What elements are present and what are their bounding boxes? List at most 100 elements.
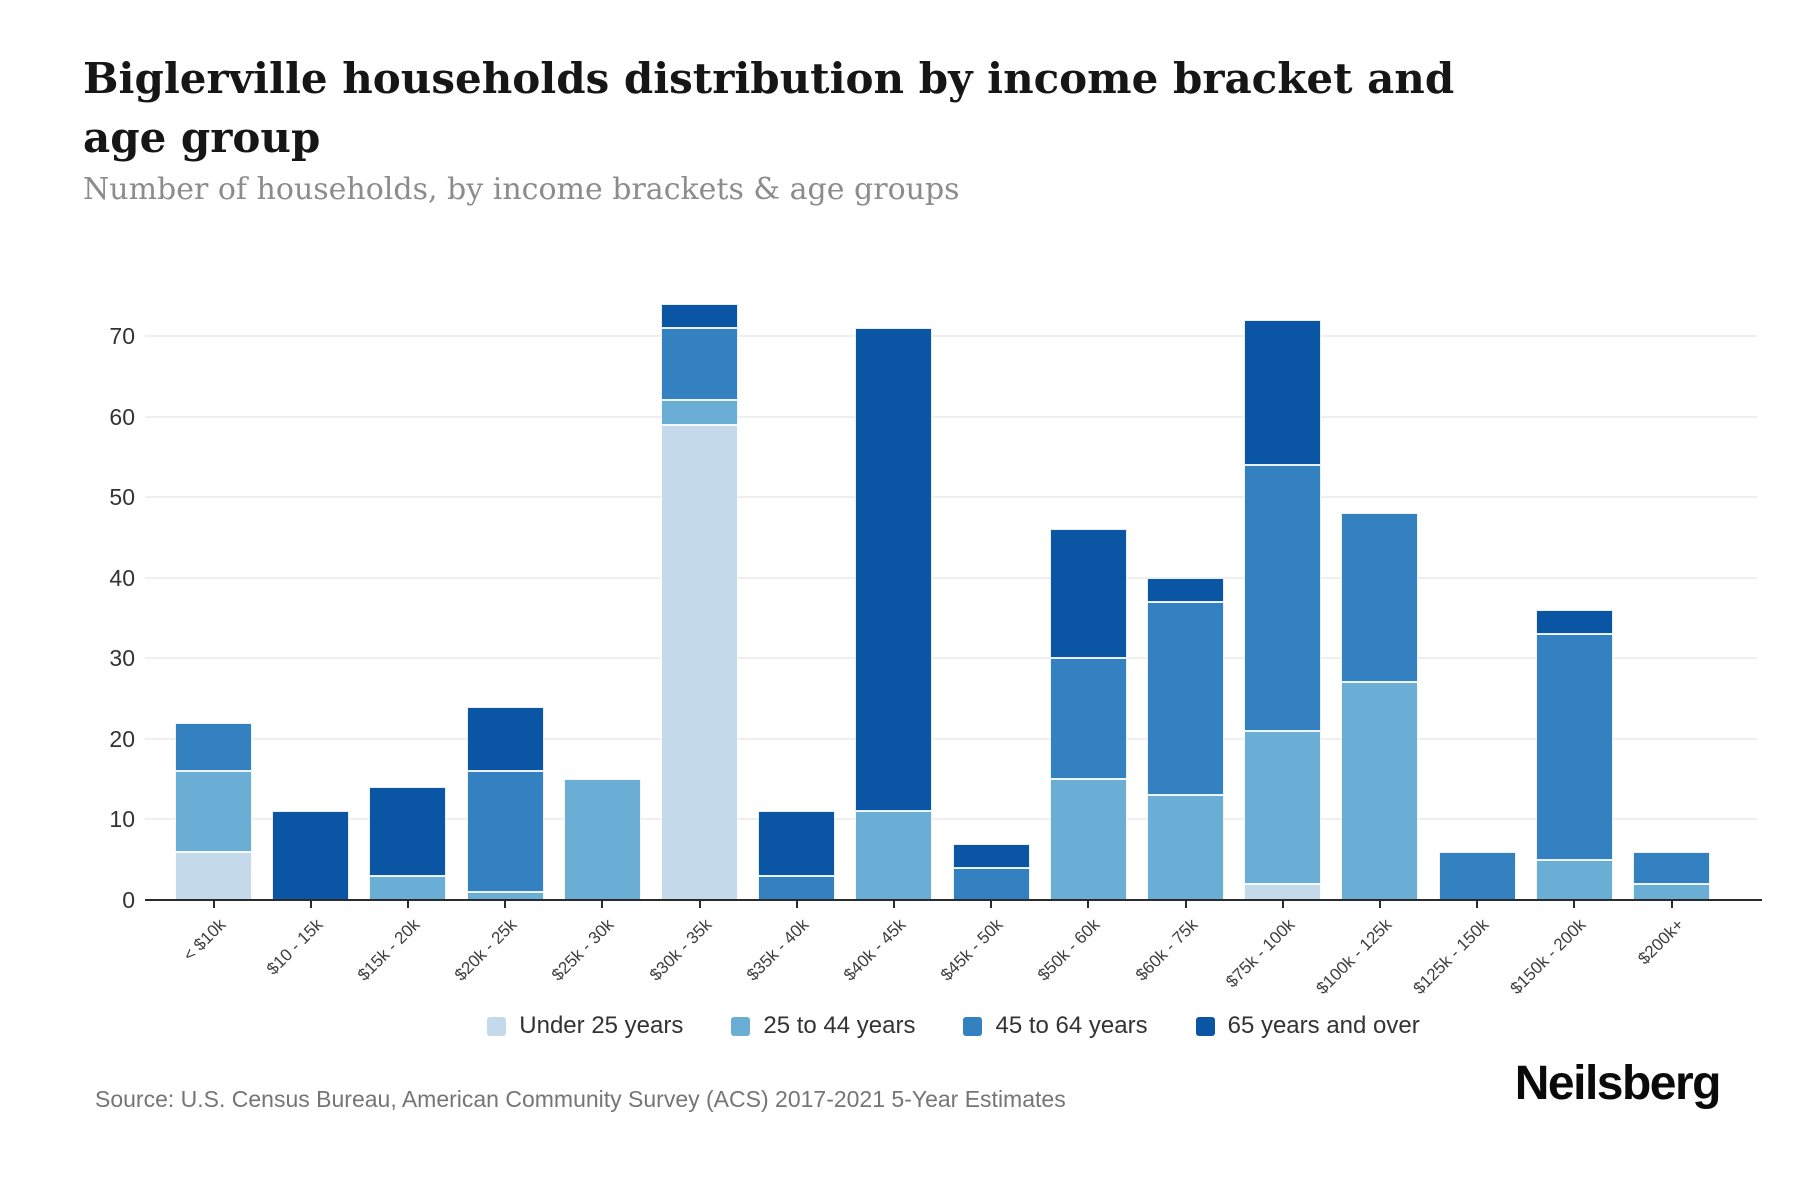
legend-label: 25 to 44 years (763, 1012, 916, 1039)
bar-segment[interactable] (855, 811, 933, 900)
legend-swatch-icon (963, 1016, 983, 1036)
x-tick-label: < $10k (179, 915, 229, 965)
bar-segment[interactable] (175, 771, 252, 852)
x-tick (601, 901, 604, 908)
y-tick-label: 40 (109, 564, 135, 591)
bar-segment[interactable] (1633, 883, 1710, 900)
bar-segment[interactable] (661, 327, 738, 401)
bar-segment[interactable] (369, 875, 447, 900)
x-tick-label: $30k - 35k (645, 915, 715, 985)
bar-stack (1341, 513, 1419, 900)
bar-segment[interactable] (1049, 779, 1127, 900)
x-tick-label: $35k - 40k (742, 915, 813, 985)
bar-stack (1244, 319, 1322, 900)
bar-segment[interactable] (661, 424, 738, 900)
bar-segment[interactable] (369, 787, 447, 876)
x-tick (795, 901, 798, 908)
x-tick-label: $100k - 125k (1312, 915, 1396, 998)
bar-segment[interactable] (952, 867, 1030, 900)
bar-segment[interactable] (1633, 851, 1710, 884)
bar-stack (175, 722, 252, 900)
x-tick-label: $10 - 15k (262, 915, 327, 979)
bar-segment[interactable] (1535, 634, 1613, 860)
y-tick-label: 50 (109, 484, 135, 511)
bar-segment[interactable] (1341, 513, 1419, 683)
y-gridline (145, 496, 1757, 499)
bar-stack (952, 843, 1030, 900)
bar-segment[interactable] (1049, 529, 1127, 659)
bar-segment[interactable] (952, 843, 1030, 868)
x-tick (1281, 901, 1284, 908)
x-tick-label: $40k - 45k (839, 915, 910, 985)
legend-item[interactable]: 65 years and over (1195, 1012, 1420, 1040)
bar-segment[interactable] (1438, 851, 1516, 900)
y-gridline (145, 657, 1757, 660)
legend-item[interactable]: 45 to 64 years (963, 1012, 1148, 1040)
bar-segment[interactable] (855, 327, 933, 812)
y-tick-label: 0 (122, 887, 135, 913)
bar-segment[interactable] (1244, 883, 1322, 900)
x-tick (212, 901, 215, 908)
bar-segment[interactable] (563, 779, 641, 900)
bar-stack (1147, 577, 1224, 900)
bar-segment[interactable] (1341, 682, 1419, 900)
source-note: Source: U.S. Census Bureau, American Com… (95, 1086, 1066, 1112)
bar-stack (563, 779, 641, 900)
bar-segment[interactable] (466, 706, 544, 772)
bar-stack (1535, 609, 1613, 900)
bar-stack (758, 811, 836, 900)
x-tick-label: $75k - 100k (1221, 915, 1299, 992)
bar-segment[interactable] (758, 875, 836, 900)
bar-stack (369, 787, 447, 900)
bar-segment[interactable] (661, 400, 738, 425)
bar-segment[interactable] (1147, 601, 1224, 796)
x-tick-label: $125k - 150k (1409, 915, 1493, 998)
bar-segment[interactable] (1244, 319, 1322, 465)
bar-segment[interactable] (1049, 658, 1127, 780)
legend-label: 45 to 64 years (995, 1012, 1148, 1039)
x-tick (1476, 901, 1479, 908)
x-tick-label: $25k - 30k (548, 915, 618, 985)
x-tick-label: $60k - 75k (1131, 915, 1201, 985)
x-axis-line (145, 899, 1762, 901)
y-tick-label: 30 (109, 645, 135, 672)
x-tick-label: $20k - 25k (450, 915, 521, 985)
x-tick-label: $50k - 60k (1034, 915, 1104, 985)
x-tick (892, 901, 895, 908)
legend-label: Under 25 years (519, 1012, 684, 1039)
bar-segment[interactable] (1535, 609, 1613, 635)
bar-segment[interactable] (272, 811, 350, 900)
bar-stack (1438, 851, 1516, 900)
y-gridline (145, 335, 1757, 337)
bar-stack (1049, 529, 1127, 900)
bar-segment[interactable] (1244, 464, 1322, 731)
bar-stack (272, 811, 350, 900)
x-tick (1573, 901, 1576, 908)
y-tick-label: 70 (109, 323, 135, 349)
y-gridline (145, 818, 1757, 821)
y-tick-label: 60 (109, 403, 135, 430)
y-gridline (145, 737, 1757, 740)
bar-segment[interactable] (758, 811, 836, 876)
legend-label: 65 years and over (1227, 1012, 1420, 1039)
bar-segment[interactable] (661, 303, 738, 328)
y-gridline (145, 576, 1757, 579)
legend-item[interactable]: 25 to 44 years (731, 1012, 915, 1040)
x-tick (309, 901, 312, 908)
bar-segment[interactable] (1147, 795, 1224, 900)
bar-segment[interactable] (1535, 859, 1613, 900)
bar-segment[interactable] (1147, 577, 1224, 602)
bar-segment[interactable] (1244, 730, 1322, 884)
brand-logo: Neilsberg (1514, 1057, 1722, 1110)
bar-segment[interactable] (175, 851, 252, 900)
legend-swatch-icon (487, 1016, 507, 1036)
bar-stack (661, 303, 738, 900)
bar-segment[interactable] (466, 771, 544, 892)
bar-segment[interactable] (175, 722, 252, 772)
x-tick (990, 901, 993, 908)
y-tick-label: 10 (109, 806, 135, 833)
legend-item[interactable]: Under 25 years (487, 1012, 683, 1040)
chart-subtitle: Number of households, by income brackets… (83, 172, 960, 207)
